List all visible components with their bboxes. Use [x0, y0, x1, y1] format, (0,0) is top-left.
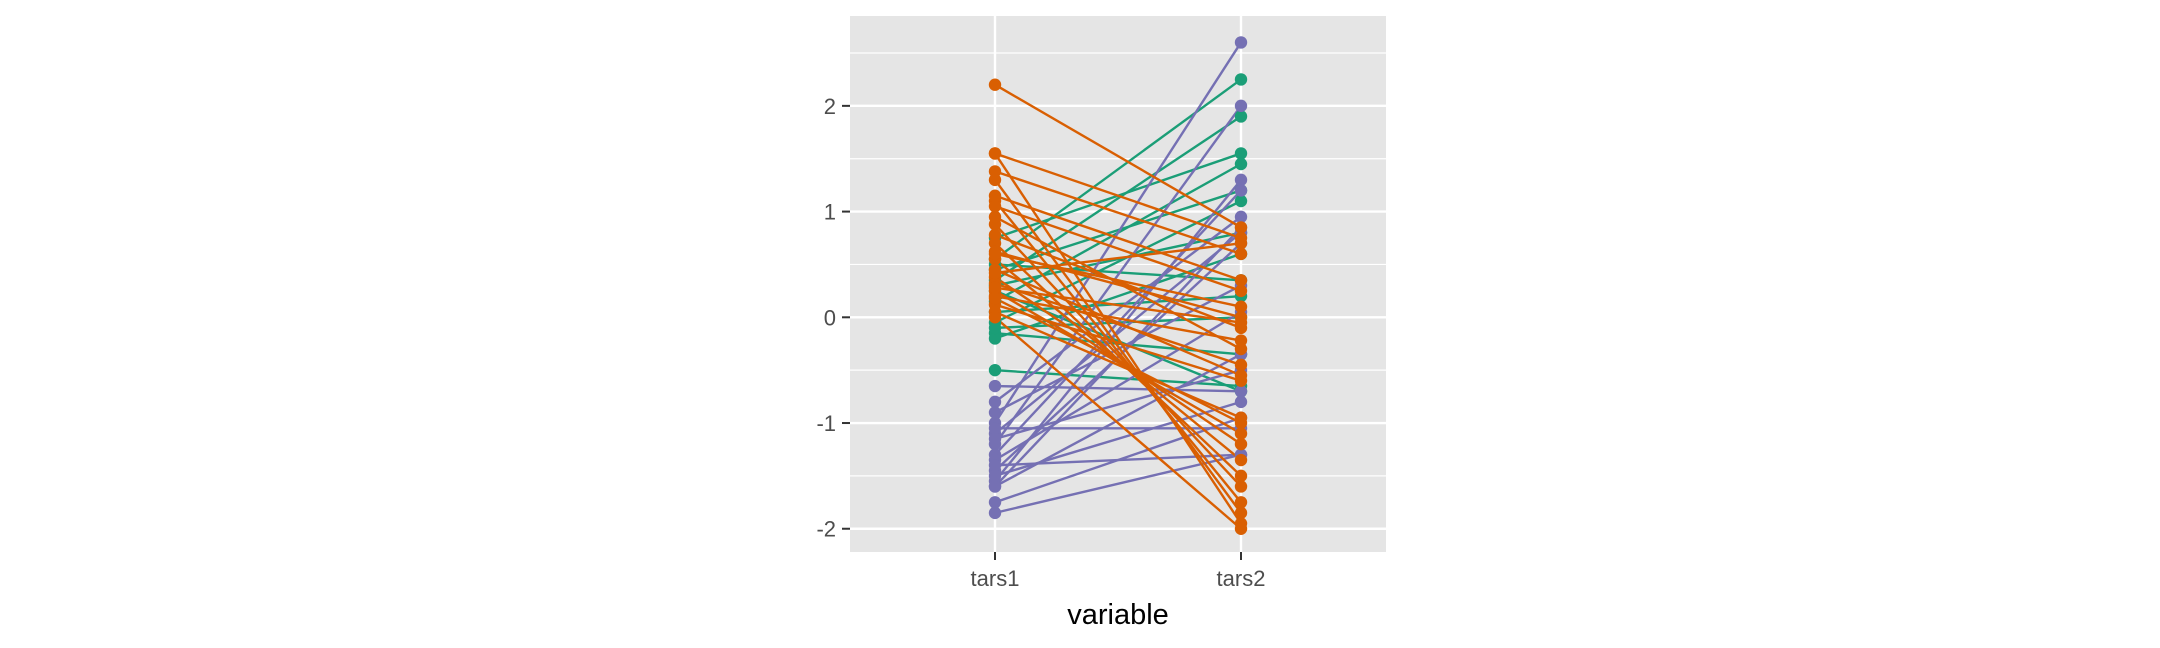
series-line-6 — [994, 199, 1242, 324]
data-point-27-tars1 — [988, 379, 1002, 393]
series-line-49 — [994, 289, 1242, 435]
data-point-6-tars2 — [1234, 194, 1248, 208]
data-point-57-tars1 — [988, 281, 1002, 294]
data-point-40-tars2 — [1234, 284, 1248, 298]
data-point-17-tars2 — [1234, 173, 1248, 187]
y-tick-label: 0 — [824, 305, 836, 330]
x-tick-label-tars2: tars2 — [1217, 566, 1266, 591]
data-point-28-tars2 — [1234, 395, 1248, 409]
data-point-47-tars2 — [1234, 437, 1248, 451]
data-point-26-tars1 — [988, 432, 1002, 446]
series-line-40 — [994, 205, 1242, 293]
data-point-51-tars2 — [1234, 374, 1248, 387]
data-point-56-tars1 — [988, 266, 1002, 280]
series-line-31 — [994, 453, 1242, 515]
data-point-19-tars2 — [1234, 210, 1248, 224]
y-tick-label: -1 — [816, 411, 836, 436]
data-point-28-tars1 — [988, 469, 1002, 483]
data-point-58-tars2 — [1234, 416, 1248, 430]
data-point-58-tars1 — [988, 292, 1002, 305]
data-point-4-tars2 — [1234, 157, 1248, 171]
data-point-1-tars2 — [1234, 73, 1248, 86]
data-point-14-tars1 — [988, 321, 1002, 335]
data-point-54-tars1 — [988, 247, 1002, 261]
series-line-46 — [994, 268, 1242, 377]
series-line-50 — [994, 294, 1242, 342]
data-point-32-tars1 — [988, 496, 1002, 509]
series-line-11 — [994, 368, 1242, 388]
data-point-11-tars1 — [988, 363, 1002, 377]
y-tick-label: 1 — [824, 200, 836, 225]
data-point-30-tars1 — [988, 459, 1002, 472]
axes: -2 -1 0 1 2 tars1 tars2 — [816, 94, 1265, 591]
data-point-29-tars1 — [988, 422, 1002, 435]
data-point-43-tars2 — [1234, 469, 1248, 483]
series-line-12 — [994, 252, 1242, 340]
series-line-24 — [994, 310, 1242, 462]
series-line-51 — [994, 303, 1242, 382]
data-points — [988, 36, 1248, 535]
series-line-17 — [994, 179, 1242, 482]
series-line-52 — [994, 310, 1242, 419]
y-tick-label: -2 — [816, 517, 836, 542]
data-point-18-tars2 — [1234, 184, 1248, 197]
series-line-36 — [994, 170, 1242, 256]
data-point-41-tars2 — [1234, 480, 1248, 493]
data-point-36-tars2 — [1234, 247, 1248, 261]
data-point-25-tars1 — [988, 480, 1002, 493]
data-point-37-tars2 — [1234, 506, 1248, 520]
series-line-54 — [994, 252, 1242, 308]
series-line-58 — [994, 297, 1242, 425]
data-point-33-tars1 — [988, 78, 1002, 91]
series-line-32 — [994, 416, 1242, 504]
data-point-15-tars2 — [1234, 36, 1248, 49]
data-point-12-tars1 — [988, 332, 1002, 345]
series-line-15 — [993, 41, 1243, 424]
data-point-49-tars2 — [1234, 427, 1248, 440]
data-point-23-tars1 — [988, 406, 1002, 419]
data-point-16-tars2 — [1234, 99, 1248, 113]
data-point-53-tars1 — [988, 311, 1002, 324]
data-point-33-tars2 — [1234, 221, 1248, 234]
data-point-55-tars2 — [1234, 342, 1248, 356]
x-tick-label-tars1: tars1 — [971, 566, 1020, 591]
data-point-55-tars1 — [988, 210, 1002, 224]
data-point-53-tars2 — [1234, 522, 1248, 535]
series-line-53 — [994, 316, 1242, 530]
data-point-45-tars2 — [1234, 453, 1248, 467]
data-point-27-tars2 — [1234, 385, 1248, 398]
series-line-57 — [994, 286, 1242, 324]
data-point-2-tars2 — [1234, 110, 1248, 123]
y-tick-label: 2 — [824, 94, 836, 119]
data-point-19-tars1 — [988, 395, 1002, 409]
series-line-37 — [994, 179, 1242, 514]
data-point-31-tars1 — [988, 506, 1002, 520]
data-point-37-tars1 — [988, 173, 1002, 187]
series-line-48 — [994, 282, 1242, 367]
series-line-33 — [994, 83, 1242, 229]
data-point-35-tars1 — [988, 147, 1002, 160]
data-point-56-tars2 — [1234, 237, 1248, 250]
data-point-3-tars2 — [1234, 147, 1248, 160]
data-point-38-tars2 — [1234, 274, 1248, 287]
series-line-13 — [994, 289, 1242, 393]
data-point-39-tars2 — [1234, 496, 1248, 509]
series-line-27 — [994, 384, 1242, 393]
series-line-55 — [994, 215, 1242, 351]
data-point-54-tars2 — [1234, 300, 1248, 313]
data-point-57-tars2 — [1234, 316, 1248, 329]
series-lines — [993, 41, 1243, 530]
data-point-48-tars2 — [1234, 358, 1248, 372]
series-line-1 — [994, 78, 1242, 261]
x-axis-title: variable — [1067, 599, 1169, 631]
series-line-35 — [994, 152, 1242, 525]
data-point-40-tars1 — [988, 200, 1002, 213]
series-line-56 — [994, 242, 1242, 275]
series-line-38 — [994, 194, 1242, 282]
series-line-34 — [994, 152, 1242, 240]
